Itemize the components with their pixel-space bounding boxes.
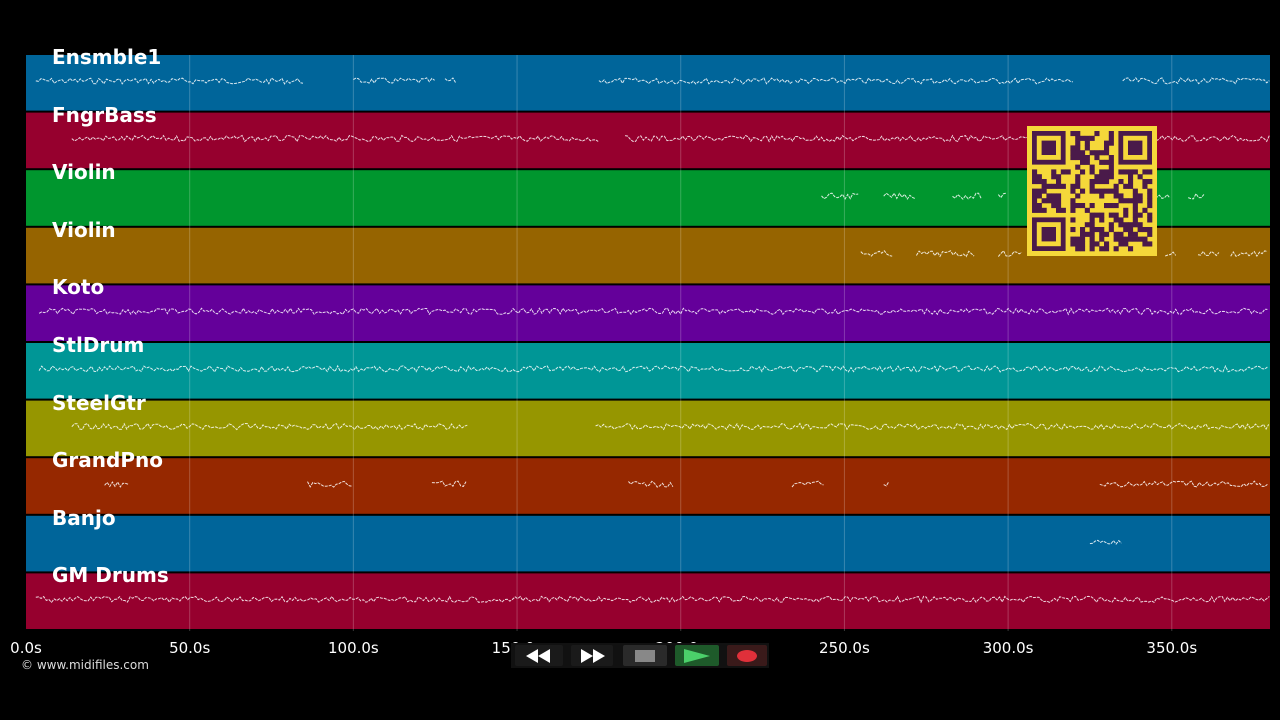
note-track (1089, 539, 1122, 545)
track-label: Koto (52, 275, 105, 300)
lane-4 (26, 285, 1270, 341)
note-track (628, 480, 674, 488)
time-tick-label: 100.0s (327, 639, 379, 657)
time-tick-label: 50.0s (169, 639, 211, 657)
transport-controls (511, 643, 769, 668)
track-label: SteelGtr (52, 390, 146, 415)
note-track (952, 192, 982, 200)
note-track (883, 192, 916, 200)
lane-0 (26, 55, 1270, 111)
note-track (431, 480, 467, 487)
piano-roll (26, 55, 1270, 631)
note-track (38, 364, 1268, 373)
record-icon (737, 649, 757, 662)
stop-button[interactable] (623, 645, 667, 666)
rewind-icon (526, 648, 550, 663)
note-track (883, 481, 890, 487)
note-track (791, 480, 824, 488)
note-track (821, 192, 859, 200)
track-label: FngrBass (52, 102, 157, 127)
play-button[interactable] (675, 645, 719, 666)
play-icon (684, 648, 710, 663)
qr-code (1027, 126, 1157, 256)
lane-9 (26, 573, 1270, 629)
copyright-text: © www.midifiles.com (21, 658, 149, 672)
track-label: GM Drums (52, 563, 169, 588)
note-track (353, 77, 435, 84)
track-label: StlDrum (52, 333, 145, 357)
note-track (794, 77, 1073, 85)
time-tick-label: 300.0s (982, 639, 1034, 657)
track-label: Violin (52, 217, 116, 242)
stop-icon (635, 649, 655, 662)
note-track (915, 250, 975, 258)
note-track (1122, 77, 1270, 85)
track-label: Banjo (52, 505, 116, 530)
track-label: GrandPno (52, 448, 163, 473)
note-track (997, 249, 1023, 257)
fast-forward-icon (581, 648, 605, 663)
rewind-button[interactable] (515, 645, 563, 666)
note-track (71, 134, 599, 143)
note-track (71, 422, 468, 431)
time-tick-label: 250.0s (819, 639, 870, 657)
track-label: Ensmble1 (52, 45, 162, 69)
note-track (444, 77, 456, 83)
track-label: Violin (52, 160, 116, 185)
note-track (38, 307, 1268, 316)
note-track (1197, 250, 1220, 257)
record-button[interactable] (727, 645, 767, 666)
lane-6 (26, 400, 1270, 457)
note-track (104, 481, 129, 488)
note-track (1188, 192, 1205, 200)
note-track (307, 480, 353, 488)
note-track (1099, 480, 1268, 488)
time-tick-label: 0.0s (10, 639, 42, 657)
note-track (35, 595, 1270, 604)
note-track (625, 134, 1270, 143)
note-track (595, 422, 1270, 431)
time-tick-label: 350.0s (1146, 639, 1198, 657)
note-track (598, 77, 793, 85)
note-track (860, 250, 893, 257)
fast-forward-button[interactable] (571, 645, 613, 666)
note-track (997, 192, 1007, 199)
note-track (1165, 251, 1177, 257)
lane-8 (26, 515, 1270, 572)
note-track (35, 77, 304, 85)
note-track (1230, 250, 1268, 258)
lane-5 (26, 343, 1270, 399)
